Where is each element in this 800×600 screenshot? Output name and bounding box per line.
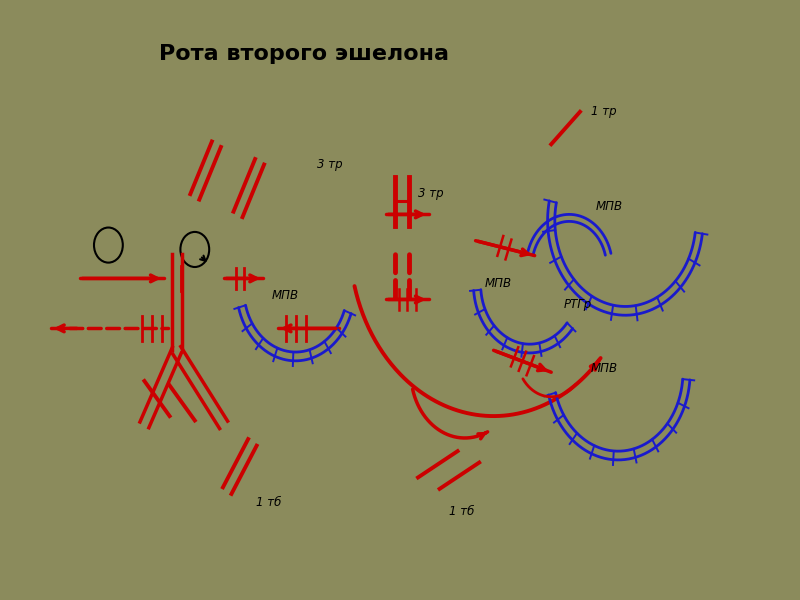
Text: 3 тр: 3 тр xyxy=(418,187,444,200)
Text: РТГр: РТГр xyxy=(564,298,592,311)
Text: 1 тб: 1 тб xyxy=(256,496,282,509)
Text: 3 тр: 3 тр xyxy=(317,158,343,171)
Text: МПВ: МПВ xyxy=(590,362,618,375)
Text: МПВ: МПВ xyxy=(595,200,622,213)
Text: Рота второго эшелона: Рота второго эшелона xyxy=(159,44,449,64)
Text: 1 тр: 1 тр xyxy=(590,105,617,118)
Text: МПВ: МПВ xyxy=(485,277,512,290)
Text: 1 тб: 1 тб xyxy=(449,505,474,518)
Text: МПВ: МПВ xyxy=(271,289,298,302)
